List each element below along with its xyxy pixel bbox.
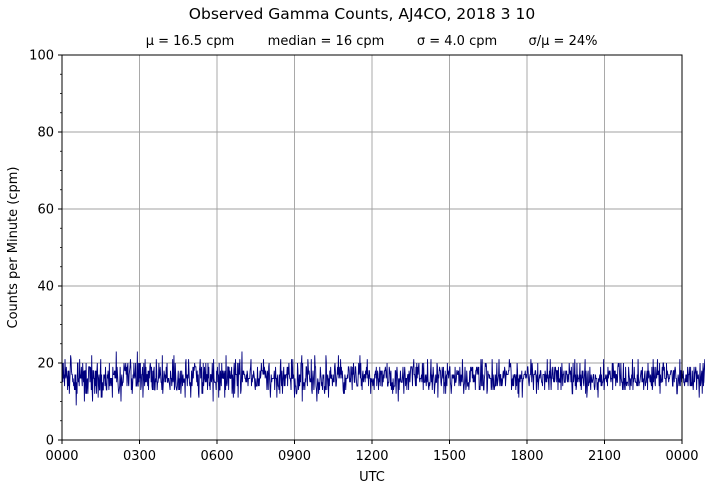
gamma-count-series-line (61, 351, 705, 406)
y-tick-label: 40 (37, 280, 54, 295)
x-tick-label: 2100 (588, 449, 621, 464)
subtitle-sigma: σ = 4.0 cpm (417, 34, 497, 49)
x-tick-label: 0000 (665, 449, 698, 464)
subtitle-relative-sigma: σ/μ = 24% (529, 34, 598, 49)
chart-subtitle: μ = 16.5 cpm median = 16 cpm σ = 4.0 cpm… (146, 34, 598, 49)
grid-lines (61, 54, 683, 441)
y-tick-label: 80 (37, 126, 54, 141)
x-tick-label: 1200 (355, 449, 388, 464)
x-tick-label: 0000 (45, 449, 78, 464)
y-tick-label: 0 (46, 434, 54, 449)
y-tick-label: 20 (37, 357, 54, 372)
x-tick-label: 0600 (200, 449, 233, 464)
y-axis-label: Counts per Minute (cpm) (6, 167, 21, 329)
x-tick-label: 0300 (123, 449, 156, 464)
y-tick-label: 60 (37, 203, 54, 218)
x-axis-label: UTC (359, 470, 385, 485)
x-tick-label: 1500 (433, 449, 466, 464)
series-layer (61, 351, 705, 406)
x-tick-label: 1800 (510, 449, 543, 464)
subtitle-median: median = 16 cpm (268, 34, 385, 49)
subtitle-mean: μ = 16.5 cpm (146, 34, 235, 49)
x-tick-label: 0900 (278, 449, 311, 464)
y-tick-label: 100 (29, 49, 54, 64)
axis-ticks: 0000 0300 0600 0900 1200 1500 1800 2100 00000204… (29, 49, 698, 465)
chart-title: Observed Gamma Counts, AJ4CO, 2018 3 10 (189, 5, 535, 23)
